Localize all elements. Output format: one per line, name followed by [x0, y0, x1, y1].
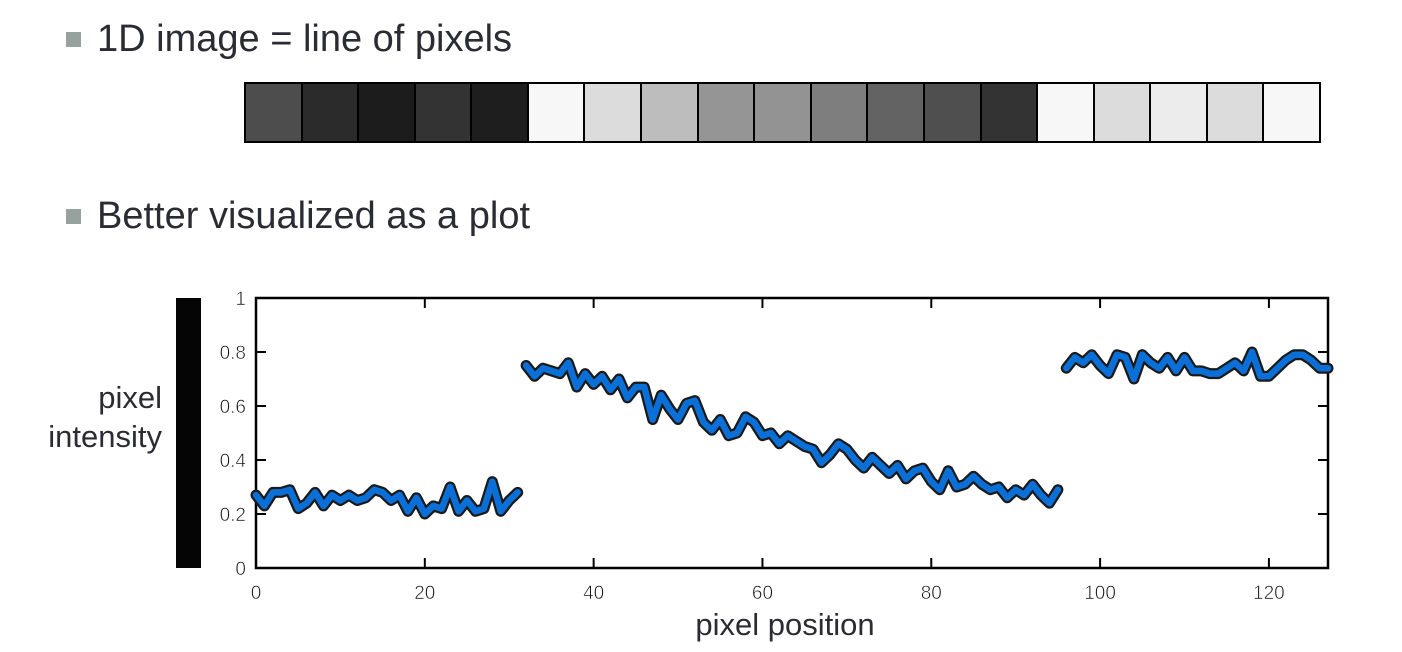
- y-axis-label: pixel intensity: [48, 378, 162, 456]
- line-chart: 0 20 40 60 80 100 120 0 0.2 0.4 0.6 0.8 1: [220, 289, 1334, 604]
- series-line: [1063, 348, 1332, 383]
- bullet-point-1: 1D image = line of pixels: [66, 20, 512, 58]
- pixel-cell: [246, 84, 303, 141]
- pixel-strip: [244, 82, 1321, 143]
- series-line: [252, 478, 521, 518]
- y-axis-label-line: intensity: [48, 419, 162, 454]
- pixel-cell: [1207, 84, 1265, 141]
- series-line: [522, 359, 1062, 507]
- x-tick-label: 60: [752, 583, 773, 604]
- y-tick-label: 0: [235, 559, 246, 580]
- x-tick-label: 0: [251, 583, 262, 604]
- pixel-cell: [1151, 84, 1208, 141]
- pixel-cell: [755, 84, 812, 141]
- x-tick-label: 20: [414, 583, 435, 604]
- pixel-cell: [302, 84, 360, 141]
- intensity-colorbar: [176, 298, 201, 568]
- pixel-cell: [642, 84, 699, 141]
- y-tick-label: 0.6: [220, 397, 246, 418]
- y-tick-label: 1: [235, 289, 246, 310]
- y-tick-label: 0.2: [220, 505, 246, 526]
- pixel-cell: [1038, 84, 1095, 141]
- pixel-cell: [1094, 84, 1152, 141]
- bullet-point-2: Better visualized as a plot: [66, 197, 530, 235]
- pixel-cell: [528, 84, 586, 141]
- y-tick-label: 0.8: [220, 343, 246, 364]
- square-bullet-icon: [66, 31, 81, 47]
- pixel-cell: [472, 84, 529, 141]
- x-axis-label: pixel position: [695, 607, 875, 642]
- pixel-cell: [698, 84, 756, 141]
- pixel-cell: [1264, 84, 1319, 141]
- pixel-cell: [924, 84, 982, 141]
- x-tick-label: 80: [921, 583, 942, 604]
- x-tick-label: 40: [583, 583, 604, 604]
- y-tick-label: 0.4: [220, 451, 246, 472]
- y-axis-label-line: pixel: [98, 380, 162, 415]
- pixel-cell: [415, 84, 473, 141]
- pixel-cell: [585, 84, 643, 141]
- pixel-cell: [359, 84, 416, 141]
- x-tick-label: 120: [1253, 583, 1285, 604]
- bullet-text-2: Better visualized as a plot: [97, 195, 531, 237]
- pixel-cell: [811, 84, 869, 141]
- pixel-cell: [981, 84, 1039, 141]
- pixel-cell: [868, 84, 925, 141]
- square-bullet-icon: [66, 208, 81, 224]
- x-tick-label: 100: [1084, 583, 1116, 604]
- bullet-text-1: 1D image = line of pixels: [97, 18, 513, 60]
